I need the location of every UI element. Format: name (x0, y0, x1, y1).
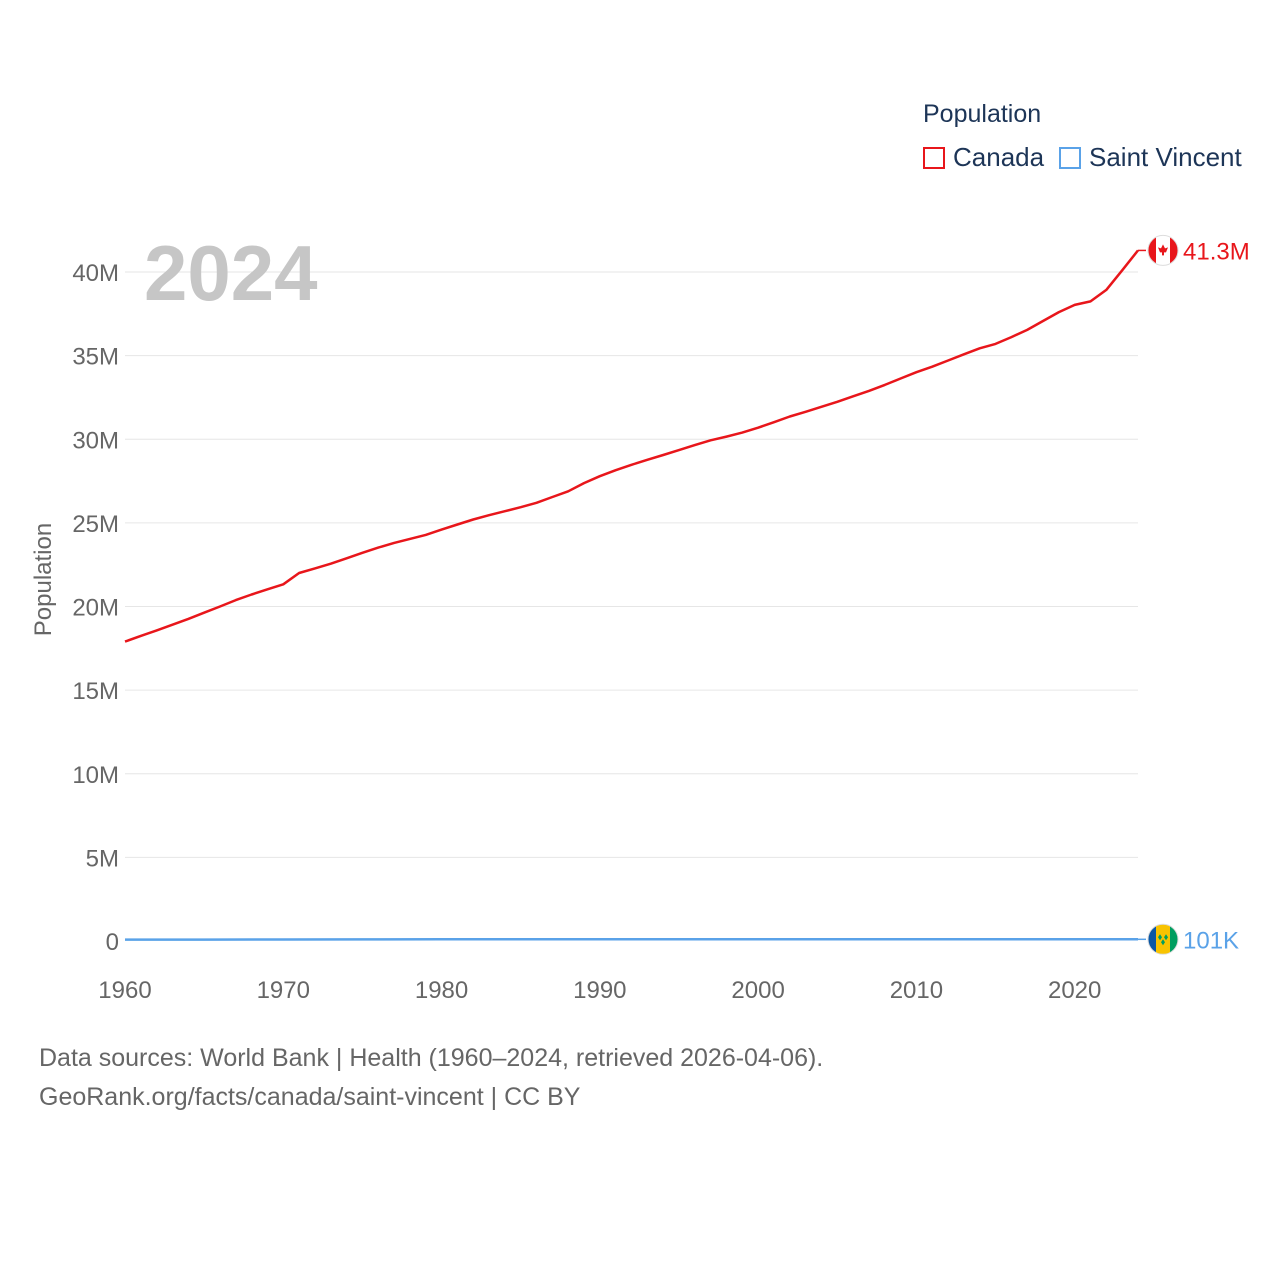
x-tick-label: 1960 (98, 977, 151, 1004)
y-tick-label: 40M (72, 260, 119, 287)
y-tick-label: 25M (72, 511, 119, 538)
y-tick-label: 10M (72, 762, 119, 789)
y-tick-label: 20M (72, 595, 119, 622)
y-tick-label: 15M (72, 678, 119, 705)
y-tick-label: 5M (86, 845, 119, 872)
legend-label-saint-vincent: Saint Vincent (1089, 142, 1242, 172)
year-overlay: 2024 (144, 229, 318, 317)
x-tick-label: 1990 (573, 977, 626, 1004)
y-tick-label: 35M (72, 344, 119, 371)
legend-item-canada[interactable]: Canada (923, 142, 1044, 173)
legend-item-saint-vincent[interactable]: Saint Vincent (1059, 142, 1242, 173)
saint-vincent-flag-icon (1147, 923, 1179, 955)
credit-text[interactable]: GeoRank.org/facts/canada/saint-vincent |… (39, 1083, 581, 1111)
legend-label-canada: Canada (953, 142, 1045, 172)
y-axis-title: Population (30, 523, 57, 636)
x-tick-label: 1970 (257, 977, 310, 1004)
source-text: Data sources: World Bank | Health (1960–… (39, 1044, 824, 1072)
canada-flag-icon (1147, 234, 1179, 266)
series-line-canada[interactable] (124, 249, 1139, 643)
legend-title: Population (923, 100, 1042, 128)
end-label-saint-vincent: 101K (1183, 927, 1239, 954)
legend-swatch-saint-vincent (1059, 146, 1081, 169)
x-tick-label: 2000 (731, 977, 784, 1004)
end-label-canada: 41.3M (1183, 238, 1250, 265)
x-tick-label: 2010 (890, 977, 943, 1004)
x-tick-label: 2020 (1048, 977, 1101, 1004)
x-tick-label: 1980 (415, 977, 468, 1004)
y-tick-label: 0 (106, 929, 119, 956)
y-tick-label: 30M (72, 427, 119, 454)
legend-swatch-canada (923, 146, 945, 169)
